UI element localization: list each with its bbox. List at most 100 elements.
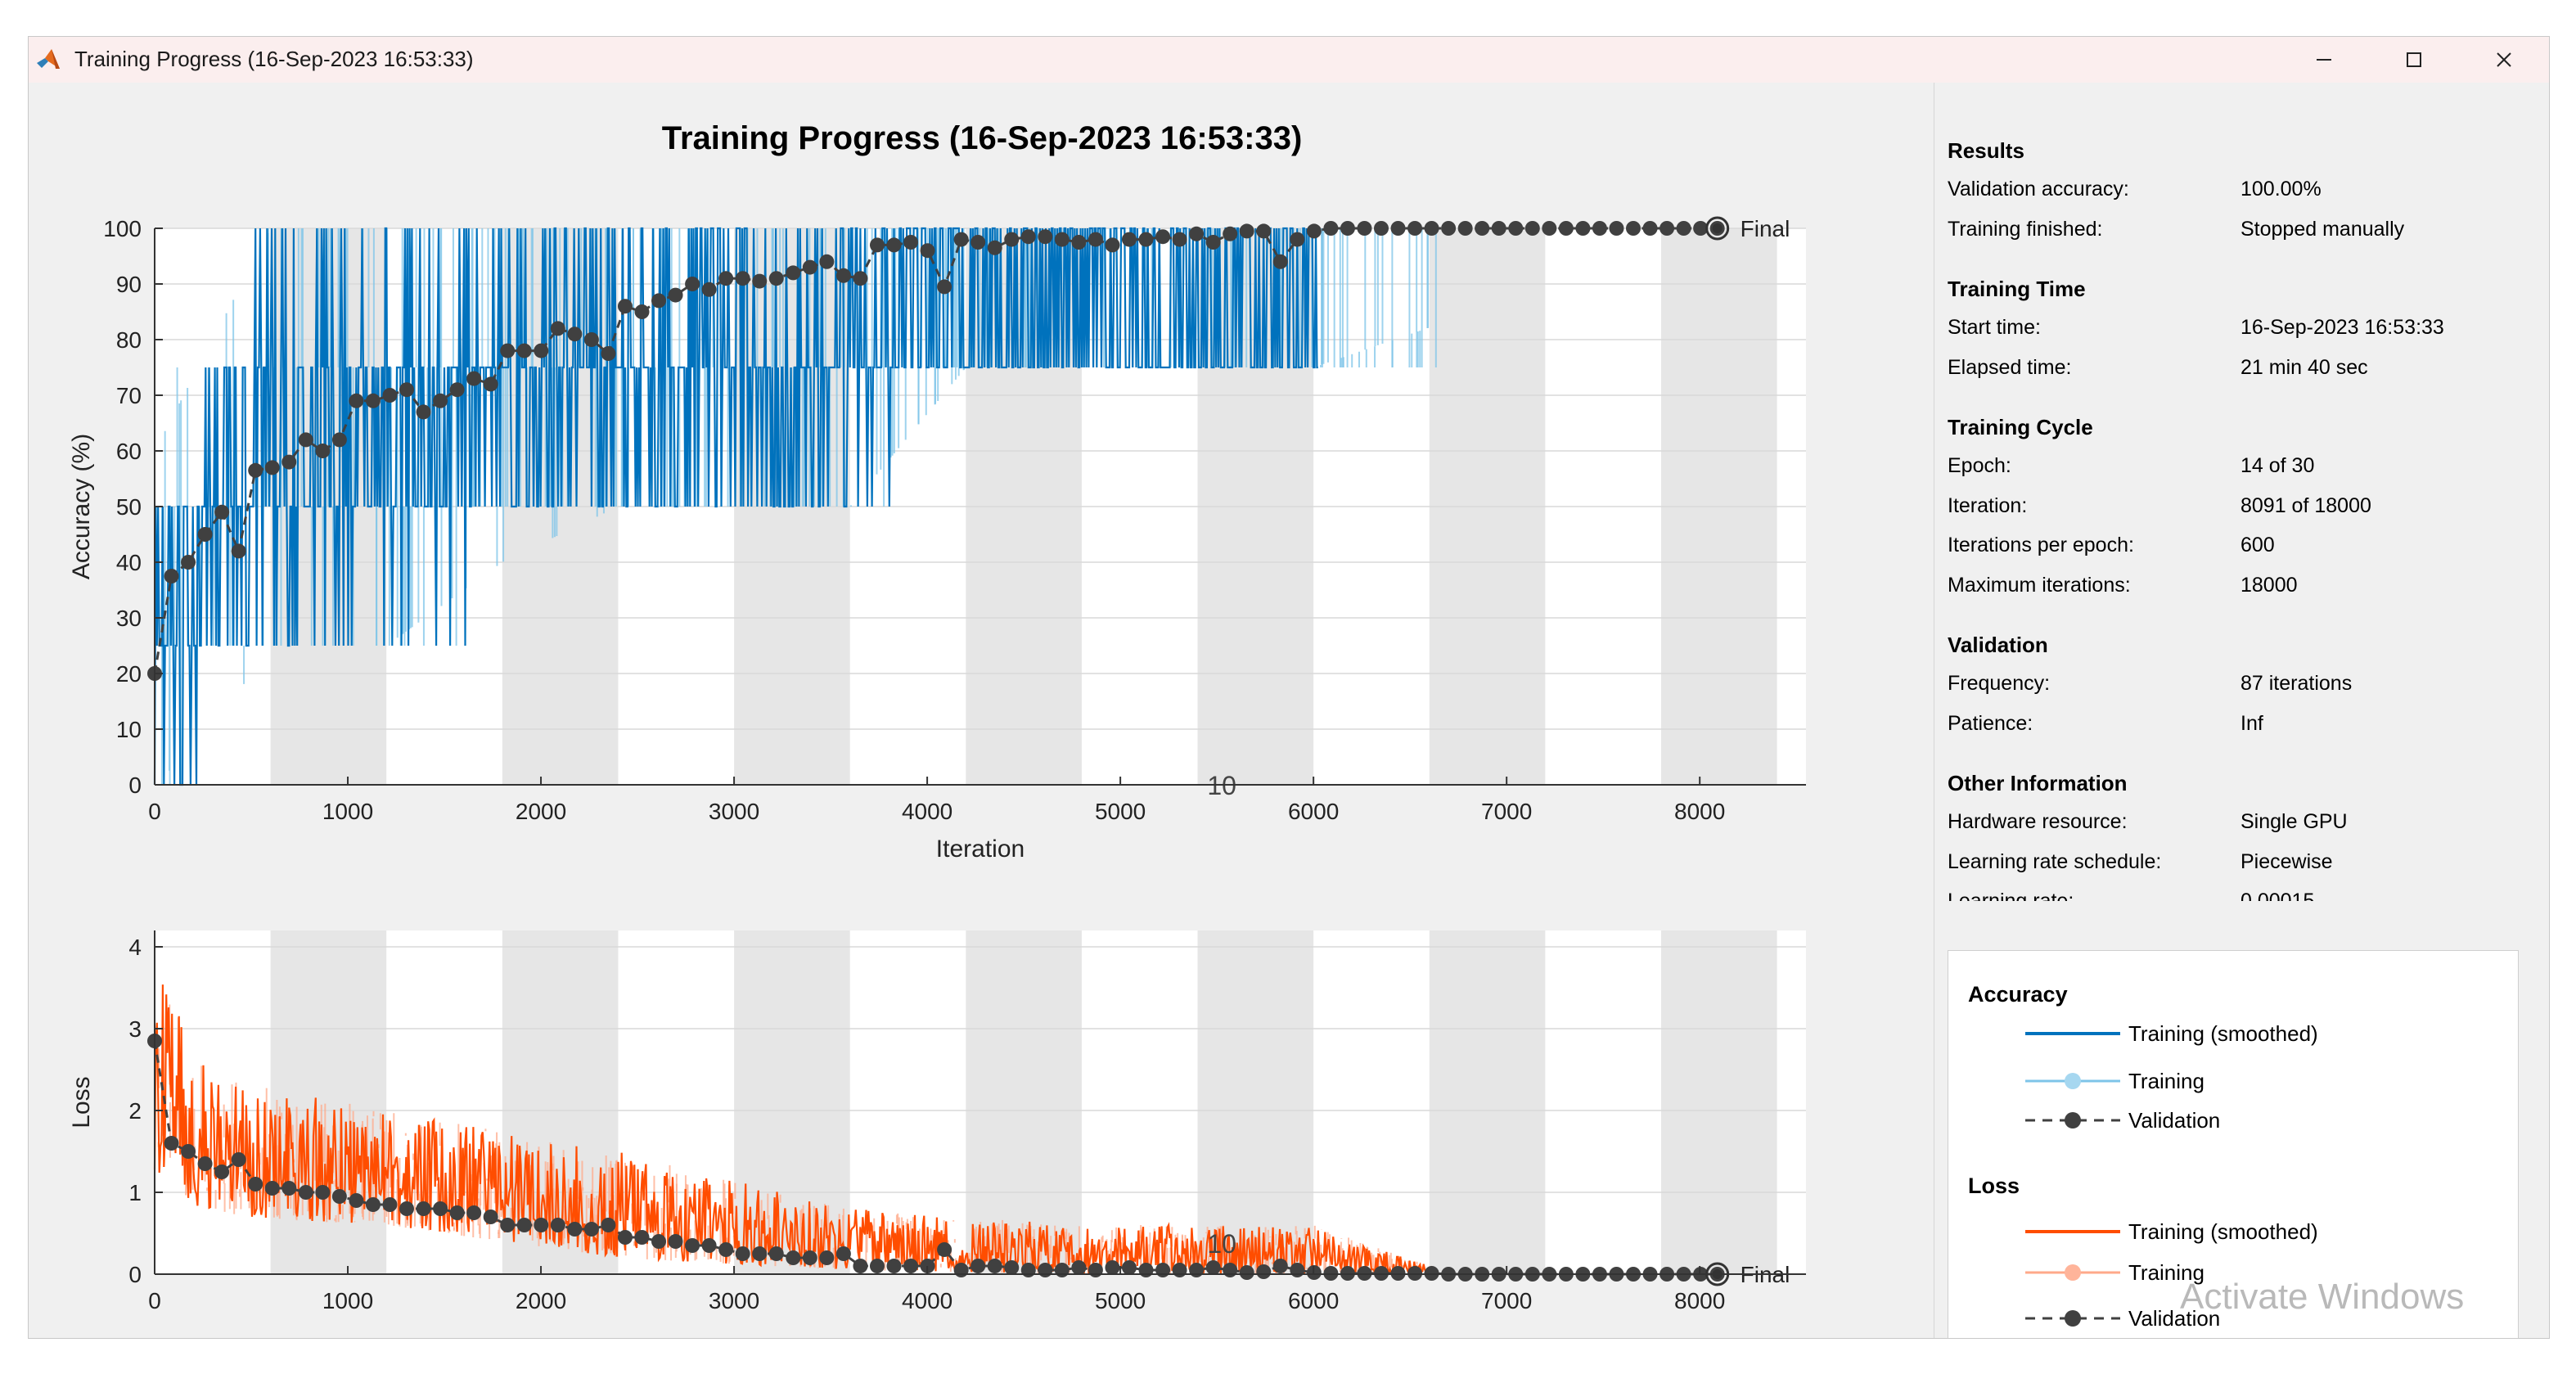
loss-validation-point <box>752 1246 768 1261</box>
accuracy-validation-point <box>920 243 935 259</box>
accuracy-validation-point <box>1592 221 1607 236</box>
accuracy-validation-point <box>1625 221 1641 236</box>
accuracy-validation-point <box>1373 221 1389 236</box>
accuracy-validation-point <box>937 279 952 295</box>
info-row-label: Validation accuracy: <box>1948 178 2129 200</box>
accuracy-validation-point <box>483 376 498 392</box>
loss-validation-point <box>685 1238 700 1253</box>
info-row-value: 0.00015 <box>2240 890 2315 901</box>
accuracy-validation-point <box>1138 232 1154 247</box>
info-row-label: Epoch: <box>1948 454 2011 477</box>
accuracy-validation-point <box>1256 223 1272 239</box>
accuracy-validation-point <box>365 393 381 408</box>
accuracy-validation-point <box>1407 221 1423 236</box>
accuracy-validation-point <box>752 273 768 289</box>
accuracy-x-axis-label: Iteration <box>936 836 1025 863</box>
accuracy-y-tick-label: 50 <box>116 494 142 520</box>
accuracy-validation-point <box>516 343 532 358</box>
loss-validation-point <box>214 1165 230 1179</box>
loss-validation-point <box>1189 1263 1205 1277</box>
accuracy-x-tick-label: 4000 <box>902 799 952 824</box>
loss-validation-point <box>449 1205 465 1220</box>
accuracy-final-marker-ring <box>1705 216 1730 241</box>
accuracy-y-tick-label: 0 <box>128 773 142 798</box>
loss-epoch-band <box>1660 930 1777 1274</box>
accuracy-validation-point <box>1223 226 1238 241</box>
accuracy-validation-point <box>1390 221 1406 236</box>
loss-validation-point <box>786 1250 801 1265</box>
training-info-panel[interactable]: Results Validation accuracy: 100.00% Traini… <box>1934 83 2549 901</box>
loss-x-tick-label: 7000 <box>1481 1288 1532 1313</box>
accuracy-x-tick-label: 2000 <box>516 799 566 824</box>
loss-smoothed-swatch <box>2025 1230 2120 1233</box>
accuracy-validation-point <box>1004 232 1020 247</box>
accuracy-validation-point <box>853 271 868 286</box>
accuracy-validation-point <box>1642 221 1658 236</box>
loss-x-tick-label: 8000 <box>1674 1288 1725 1313</box>
loss-validation-point <box>534 1218 549 1232</box>
accuracy-validation-point <box>399 382 415 398</box>
accuracy-validation-point <box>197 527 213 542</box>
info-row-value: 100.00% <box>2240 178 2322 200</box>
minimize-icon <box>2317 59 2331 61</box>
accuracy-validation-point <box>651 293 667 309</box>
close-icon <box>2497 52 2511 67</box>
accuracy-validation-point <box>1457 221 1473 236</box>
loss-validation-point <box>516 1218 532 1232</box>
accuracy-y-tick-label: 100 <box>103 216 142 241</box>
loss-validation-point <box>869 1259 885 1273</box>
info-row-value: 87 iterations <box>2240 672 2353 695</box>
accuracy-validation-point <box>953 232 969 247</box>
accuracy-y-tick-label: 40 <box>116 550 142 575</box>
accuracy-x-tick-label: 7000 <box>1481 799 1532 824</box>
loss-validation-point <box>634 1230 650 1245</box>
minimize-button[interactable] <box>2279 37 2369 83</box>
accuracy-validation-point <box>1172 232 1187 247</box>
accuracy-validation-point <box>1071 235 1087 250</box>
accuracy-validation-point <box>1020 229 1036 245</box>
accuracy-validation-point <box>1290 232 1305 247</box>
loss-training-smoothed <box>153 984 1436 1278</box>
info-row-label: Frequency: <box>1948 672 2051 695</box>
loss-validation-point <box>987 1259 1002 1273</box>
loss-validation-point <box>1004 1260 1020 1275</box>
accuracy-validation-point <box>1424 221 1439 236</box>
loss-validation-point <box>1071 1260 1087 1275</box>
accuracy-validation-point <box>1272 254 1288 269</box>
title-bar[interactable]: Training Progress (16-Sep-2023 16:53:33) <box>29 37 2549 83</box>
accuracy-validation-point <box>1054 232 1070 247</box>
maximize-button[interactable] <box>2369 37 2459 83</box>
accuracy-training-swatch <box>2025 1073 2120 1089</box>
loss-validation-point <box>802 1250 817 1265</box>
loss-validation-point <box>466 1205 482 1220</box>
accuracy-training-smoothed <box>153 227 1318 786</box>
loss-validation-point <box>768 1246 784 1261</box>
accuracy-final-label: Final <box>1741 216 1790 241</box>
legend-accuracy-validation: Validation <box>2128 1108 2221 1133</box>
info-row-value: 14 of 30 <box>2240 454 2315 477</box>
accuracy-validation-point <box>331 432 347 448</box>
plot-area: Training Progress (16-Sep-2023 16:53:33)… <box>29 83 1935 1338</box>
loss-validation-point <box>718 1242 734 1257</box>
accuracy-validation-point <box>1441 221 1457 236</box>
accuracy-validation-point <box>433 393 448 408</box>
loss-validation-point <box>181 1144 196 1159</box>
info-row-label: Start time: <box>1948 316 2041 339</box>
accuracy-y-tick-label: 80 <box>116 327 142 353</box>
accuracy-validation-point <box>1575 221 1591 236</box>
loss-validation-point <box>1256 1264 1272 1279</box>
loss-validation-point <box>1121 1260 1137 1275</box>
loss-validation-point <box>416 1201 431 1216</box>
loss-x-tick-label: 6000 <box>1288 1288 1339 1313</box>
loss-validation-point <box>315 1185 331 1200</box>
accuracy-validation-point <box>550 321 565 336</box>
loss-validation-point <box>1138 1263 1154 1277</box>
close-button[interactable] <box>2459 37 2549 83</box>
info-row-value: 21 min 40 sec <box>2240 355 2368 379</box>
accuracy-validation-point <box>349 393 364 408</box>
accuracy-validation-point <box>819 254 835 269</box>
accuracy-validation-point <box>601 346 616 361</box>
